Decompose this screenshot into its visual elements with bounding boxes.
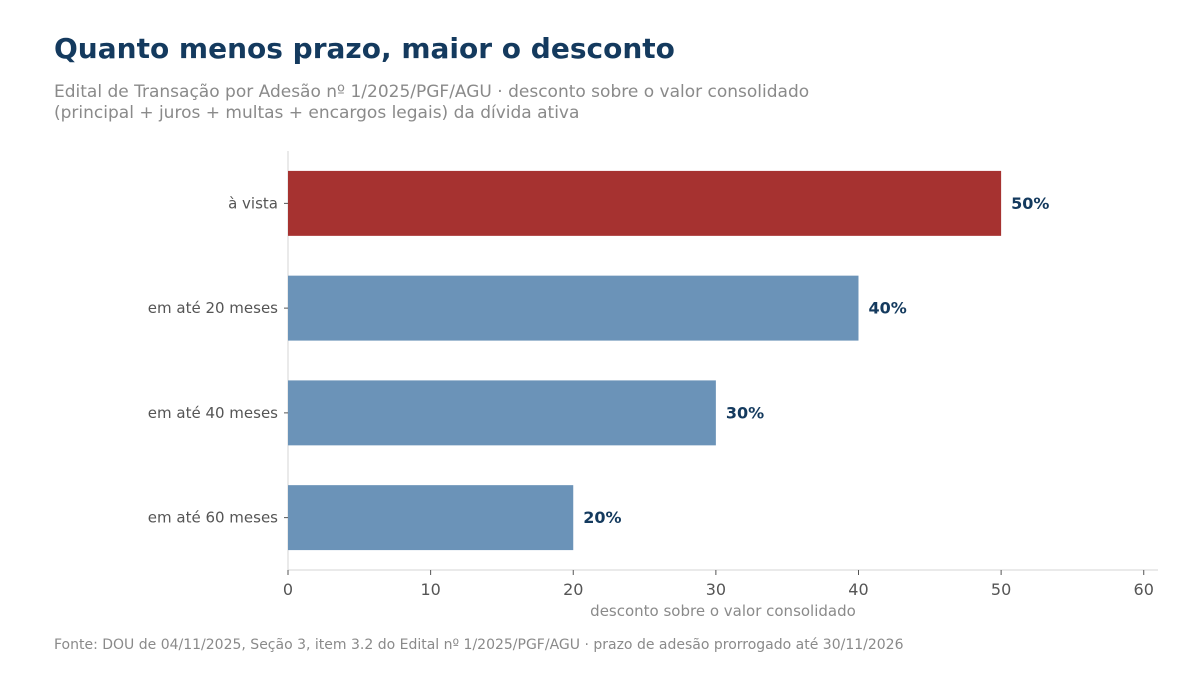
x-tick-label: 30 xyxy=(706,580,726,599)
chart-subtitle-line-1: Edital de Transação por Adesão nº 1/2025… xyxy=(54,82,810,102)
bar xyxy=(288,380,716,446)
plot-area: 0 10 20 30 40 50 60 à vista 50% em até 20 meses 40… xyxy=(148,151,1158,599)
chart-subtitle-line-2: (principal + juros + multas + encargos l… xyxy=(54,103,580,123)
data-label: 40% xyxy=(868,299,906,318)
category-label: em até 20 meses xyxy=(148,299,278,317)
data-label: 30% xyxy=(726,403,764,422)
data-label: 20% xyxy=(583,508,621,527)
x-tick-label: 60 xyxy=(1134,580,1154,599)
category-label: à vista xyxy=(228,194,278,212)
x-axis-title: desconto sobre o valor consolidado xyxy=(590,602,856,620)
chart-title: Quanto menos prazo, maior o desconto xyxy=(54,32,675,65)
bar xyxy=(288,275,859,341)
source-note: Fonte: DOU de 04/11/2025, Seção 3, item … xyxy=(54,637,904,653)
category-label: em até 40 meses xyxy=(148,404,278,422)
bar xyxy=(288,170,1002,236)
x-tick-label: 10 xyxy=(420,580,440,599)
bar xyxy=(288,485,574,551)
data-label: 50% xyxy=(1011,194,1049,213)
x-tick-label: 40 xyxy=(848,580,868,599)
x-tick-label: 0 xyxy=(283,580,293,599)
x-tick-label: 50 xyxy=(991,580,1011,599)
category-label: em até 60 meses xyxy=(148,509,278,527)
x-tick-label: 20 xyxy=(563,580,583,599)
